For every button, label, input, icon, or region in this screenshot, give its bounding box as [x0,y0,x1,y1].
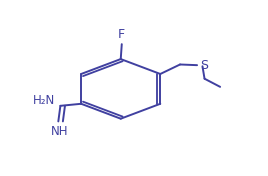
Text: F: F [118,28,125,41]
Text: S: S [200,59,208,72]
Text: NH: NH [51,125,68,138]
Text: H₂N: H₂N [33,94,55,107]
